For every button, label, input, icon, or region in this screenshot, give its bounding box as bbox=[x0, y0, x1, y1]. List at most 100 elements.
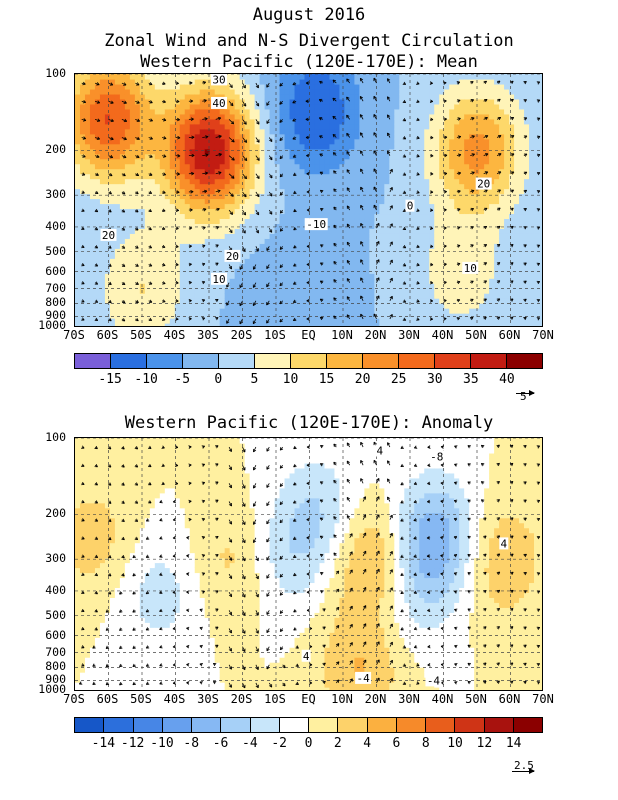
heatmap-cell bbox=[419, 313, 425, 319]
heatmap-cell bbox=[329, 263, 336, 269]
heatmap-cell bbox=[159, 273, 166, 279]
heatmap-cell bbox=[329, 118, 336, 125]
heatmap-cell bbox=[194, 108, 201, 115]
heatmap-cell bbox=[539, 188, 542, 195]
heatmap-cell bbox=[84, 93, 91, 100]
heatmap-cell bbox=[329, 253, 336, 259]
heatmap-cell bbox=[449, 113, 455, 120]
vector-arrowhead bbox=[108, 281, 112, 285]
heatmap-cell bbox=[459, 153, 465, 160]
heatmap-cell bbox=[414, 74, 420, 80]
heatmap-cell bbox=[254, 268, 261, 274]
heatmap-cell bbox=[94, 168, 101, 175]
heatmap-cell bbox=[474, 218, 480, 225]
heatmap-cell bbox=[344, 93, 351, 100]
heatmap-cell bbox=[499, 148, 505, 155]
heatmap-cell bbox=[84, 243, 91, 249]
vector-arrowhead bbox=[136, 136, 140, 141]
heatmap-cell bbox=[159, 233, 166, 239]
heatmap-cell bbox=[399, 313, 405, 319]
heatmap-cell bbox=[244, 268, 251, 274]
heatmap-cell bbox=[339, 88, 346, 95]
heatmap-cell bbox=[174, 263, 181, 269]
heatmap-cell bbox=[114, 318, 121, 324]
heatmap-cell bbox=[434, 103, 440, 110]
heatmap-cell bbox=[154, 238, 161, 244]
heatmap-cell bbox=[104, 283, 111, 289]
heatmap-cell bbox=[384, 178, 390, 185]
heatmap-cell bbox=[174, 198, 181, 205]
heatmap-cell bbox=[284, 98, 291, 105]
heatmap-cell bbox=[309, 203, 316, 210]
heatmap-cell bbox=[84, 313, 91, 319]
heatmap-cell bbox=[164, 148, 171, 155]
heatmap-cell bbox=[439, 88, 445, 95]
heatmap-cell bbox=[424, 253, 430, 259]
heatmap-cell bbox=[509, 148, 515, 155]
heatmap-cell bbox=[149, 158, 156, 165]
heatmap-cell bbox=[479, 83, 485, 90]
heatmap-cell bbox=[244, 233, 251, 239]
heatmap-cell bbox=[75, 163, 81, 170]
heatmap-cell bbox=[454, 148, 460, 155]
heatmap-cell bbox=[404, 243, 410, 249]
heatmap-cell bbox=[394, 298, 400, 304]
heatmap-cell bbox=[269, 243, 276, 249]
heatmap-cell bbox=[459, 78, 465, 85]
heatmap-cell bbox=[244, 288, 251, 294]
heatmap-cell bbox=[454, 178, 460, 185]
heatmap-cell bbox=[144, 323, 151, 326]
heatmap-cell bbox=[334, 118, 341, 125]
heatmap-cell bbox=[149, 208, 156, 215]
heatmap-cell bbox=[379, 83, 385, 90]
heatmap-cell bbox=[409, 253, 415, 259]
heatmap-cell bbox=[249, 303, 256, 309]
heatmap-cell bbox=[114, 208, 121, 215]
heatmap-cell bbox=[144, 83, 151, 90]
heatmap-cell bbox=[259, 148, 266, 155]
vector-arrowhead bbox=[109, 154, 114, 159]
heatmap-cell bbox=[509, 138, 515, 145]
heatmap-cell bbox=[494, 118, 500, 125]
heatmap-cell bbox=[194, 263, 201, 269]
heatmap-cell bbox=[209, 223, 216, 229]
heatmap-cell bbox=[84, 118, 91, 125]
heatmap-cell bbox=[314, 118, 321, 125]
heatmap-cell bbox=[319, 283, 326, 289]
heatmap-cell bbox=[279, 268, 286, 274]
heatmap-cell bbox=[244, 118, 251, 125]
heatmap-cell bbox=[459, 108, 465, 115]
heatmap-cell bbox=[419, 293, 425, 299]
heatmap-cell bbox=[99, 213, 106, 220]
heatmap-cell bbox=[234, 158, 241, 165]
heatmap-cell bbox=[164, 98, 171, 105]
heatmap-cell bbox=[329, 203, 336, 210]
heatmap-cell bbox=[399, 228, 405, 234]
heatmap-cell bbox=[364, 323, 370, 326]
heatmap-cell bbox=[354, 313, 360, 319]
heatmap-cell bbox=[254, 298, 261, 304]
heatmap-cell bbox=[149, 74, 156, 80]
heatmap-cell bbox=[159, 74, 166, 80]
heatmap-cell bbox=[174, 273, 181, 279]
heatmap-cell bbox=[119, 203, 126, 210]
heatmap-cell bbox=[379, 223, 385, 229]
heatmap-cell bbox=[374, 98, 380, 105]
heatmap-cell bbox=[344, 213, 351, 220]
heatmap-cell bbox=[429, 148, 435, 155]
heatmap-cell bbox=[479, 88, 485, 95]
heatmap-cell bbox=[364, 283, 370, 289]
heatmap-cell bbox=[249, 188, 256, 195]
heatmap-cell bbox=[349, 253, 356, 259]
heatmap-cell bbox=[484, 243, 490, 249]
heatmap-cell bbox=[204, 74, 211, 80]
heatmap-cell bbox=[354, 273, 360, 279]
heatmap-cell bbox=[514, 318, 520, 324]
heatmap-cell bbox=[264, 113, 271, 120]
heatmap-cell bbox=[79, 248, 86, 254]
heatmap-cell bbox=[174, 278, 181, 284]
heatmap-cell bbox=[269, 228, 276, 234]
heatmap-cell bbox=[164, 193, 171, 200]
heatmap-cell bbox=[209, 153, 216, 160]
heatmap-cell bbox=[244, 78, 251, 85]
